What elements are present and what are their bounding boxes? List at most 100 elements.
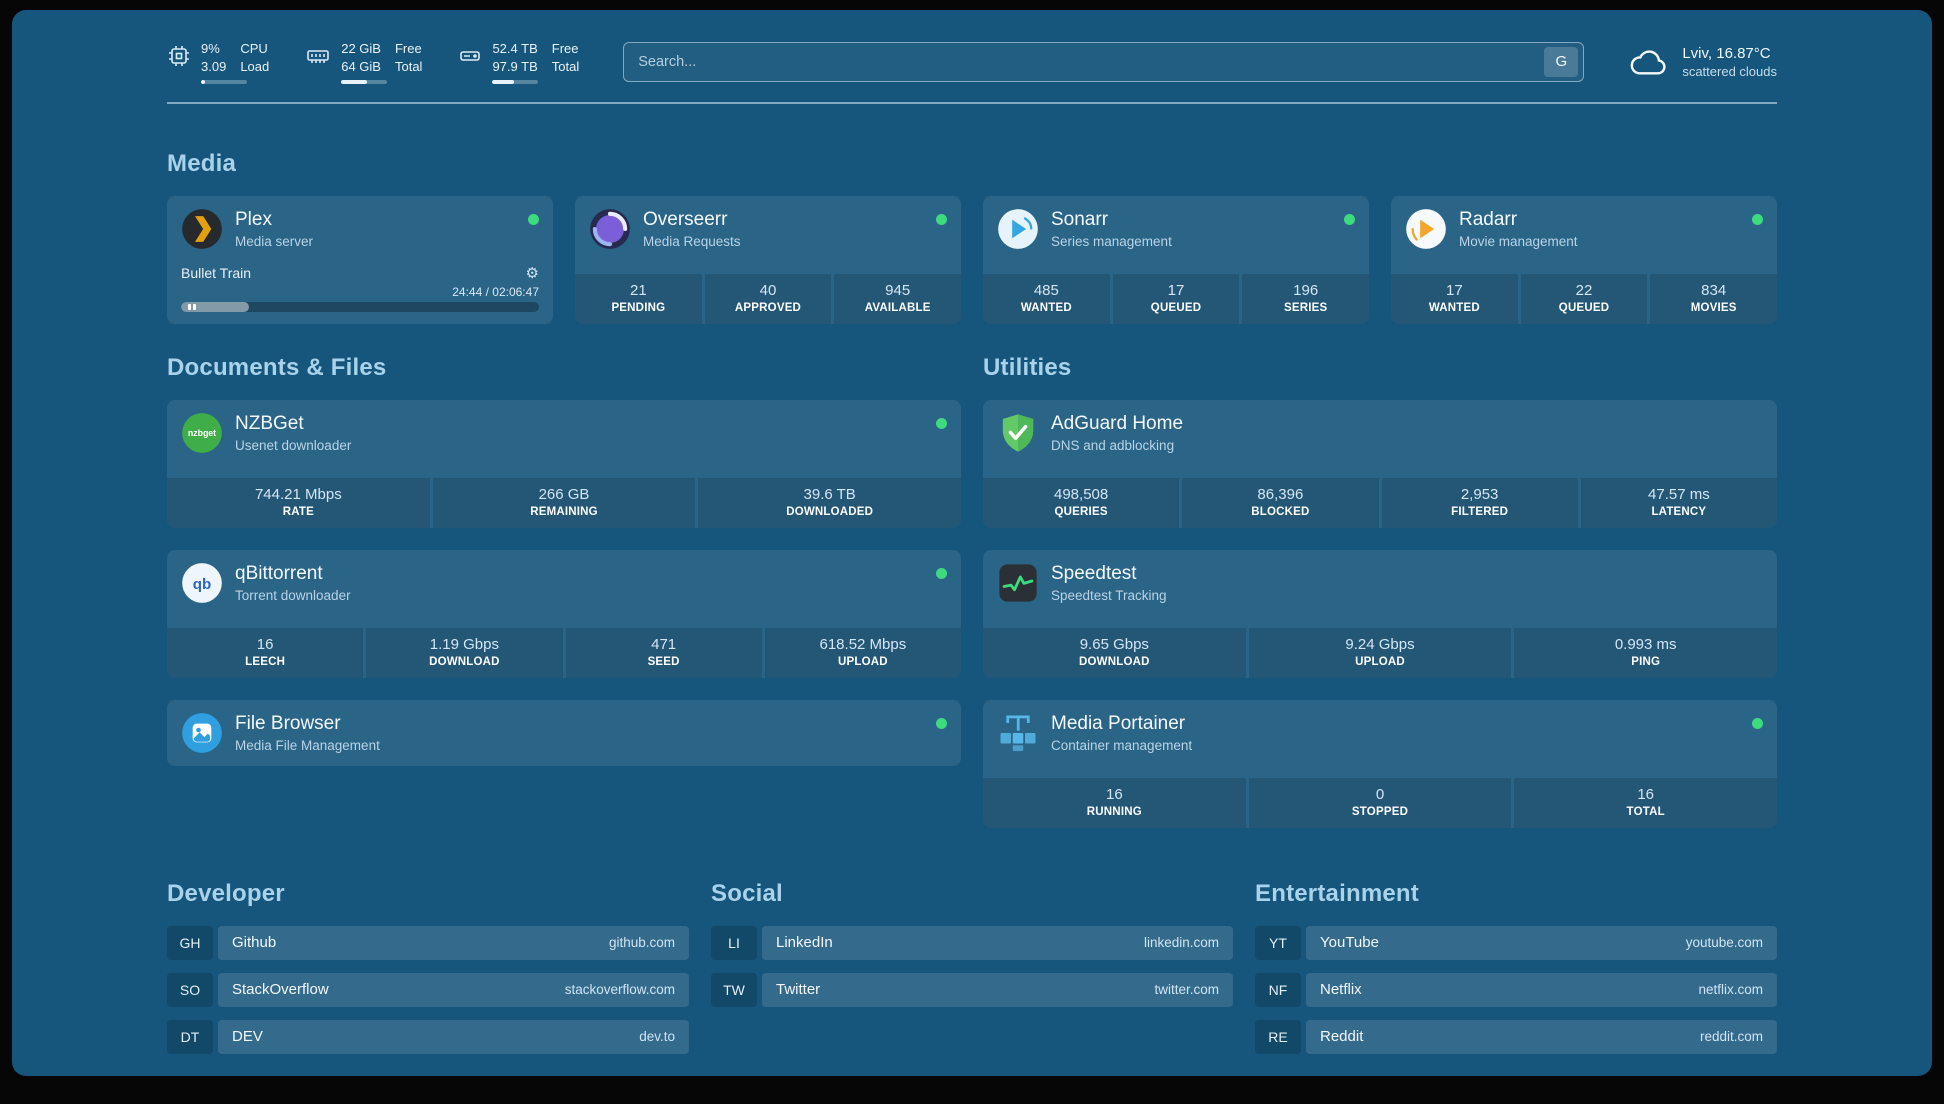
stat-rate: 744.21 Mbps RATE (167, 477, 430, 528)
pause-icon[interactable] (188, 303, 196, 311)
service-card-portainer[interactable]: Media Portainer Container management 16 RUN… (983, 699, 1777, 828)
playback-time: 24:44 / 02:06:47 (452, 284, 539, 299)
service-card-speedtest[interactable]: Speedtest Speedtest Tracking 9.65 Gbps DOWN… (983, 549, 1777, 678)
bookmark-youtube[interactable]: YT YouTube youtube.com (1255, 925, 1777, 960)
overseerr-icon (589, 208, 631, 250)
service-card-sonarr[interactable]: Sonarr Series management 485 WANTED 17 QUEUED… (983, 195, 1369, 324)
bookmark-dev[interactable]: DT DEV dev.to (167, 1019, 689, 1054)
stat-label: UPLOAD (837, 655, 888, 668)
weather-widget[interactable]: Lviv, 16.87°C scattered clouds (1628, 45, 1777, 79)
stat-wanted: 485 WANTED (983, 273, 1110, 324)
service-stats: 21 PENDING 40 APPROVED 945 AVAILABLE (575, 273, 961, 324)
bookmark-abbr: GH (167, 925, 213, 960)
bookmark-linkedin[interactable]: LI LinkedIn linkedin.com (711, 925, 1233, 960)
stat-leech: 16 LEECH (167, 627, 364, 678)
bookmark-name: Github (232, 934, 277, 952)
stat-label: WANTED (1428, 301, 1480, 314)
bookmark-reddit[interactable]: RE Reddit reddit.com (1255, 1019, 1777, 1054)
stat-value: 21 (629, 281, 647, 299)
stat-label: SEED (647, 655, 680, 668)
stat-label: PENDING (611, 301, 666, 314)
stat-label: AVAILABLE (864, 301, 931, 314)
playback-progress-bar[interactable] (181, 301, 539, 312)
service-name: qBittorrent (235, 562, 323, 584)
memory-labels: Free Total (394, 41, 423, 75)
now-playing-title: Bullet Train (181, 264, 252, 281)
service-name: Radarr (1459, 208, 1518, 230)
section-title-social: Social (711, 879, 783, 907)
stat-queued: 17 QUEUED (1112, 273, 1240, 324)
stat-value: 744.21 Mbps (254, 485, 342, 503)
stat-value: 39.6 TB (803, 485, 856, 503)
service-name: Sonarr (1051, 208, 1109, 230)
adguard-icon (997, 412, 1039, 454)
weather-condition: scattered clouds (1682, 63, 1777, 79)
section-title-developer: Developer (167, 879, 285, 907)
section-title-documents: Documents & Files (167, 353, 387, 381)
service-desc: DNS and adblocking (1051, 437, 1175, 453)
status-dot (936, 213, 947, 225)
stat-value: 40 (759, 281, 777, 299)
utilities-cards: AdGuard Home DNS and adblocking 498,508 QUE… (983, 399, 1777, 828)
stat-value: 2,953 (1460, 485, 1499, 503)
bookmark-url: reddit.com (1699, 1029, 1763, 1045)
bookmark-abbr: LI (711, 925, 757, 960)
stat-pending: 21 PENDING (575, 273, 702, 324)
stat-label: QUERIES (1054, 505, 1108, 518)
stat-label: TOTAL (1626, 805, 1665, 818)
service-card-radarr[interactable]: Radarr Movie management 17 WANTED 22 QUEUED 83… (1391, 195, 1777, 324)
service-desc: Movie management (1459, 233, 1578, 249)
stat-value: 9.65 Gbps (1079, 635, 1149, 653)
service-name: Plex (235, 208, 272, 230)
bookmark-github[interactable]: GH Github github.com (167, 925, 689, 960)
stat-upload: 9.24 Gbps UPLOAD (1248, 627, 1512, 678)
cloud-icon (1628, 46, 1670, 78)
stat-label: QUEUED (1150, 301, 1202, 314)
qbittorrent-icon: qb (181, 562, 223, 604)
ram-icon (305, 44, 331, 68)
media-section: Media Plex Media server Bullet Train ⚙ 24:44… (167, 150, 1777, 324)
bookmark-url: stackoverflow.com (564, 982, 675, 998)
bookmark-stackoverflow[interactable]: SO StackOverflow stackoverflow.com (167, 972, 689, 1007)
service-name: Overseerr (643, 208, 728, 230)
service-card-filebrowser[interactable]: File Browser Media File Management (167, 699, 961, 766)
bookmark-list: GH Github github.com SO StackOverflow stackov… (167, 925, 689, 1054)
search-bar[interactable]: G (623, 41, 1585, 82)
stat-value: 471 (651, 635, 677, 653)
bookmark-url: youtube.com (1685, 935, 1763, 951)
service-card-qbittorrent[interactable]: qb qBittorrent Torrent downloader 16 LEECH 1.… (167, 549, 961, 678)
stat-label: APPROVED (734, 301, 802, 314)
bookmark-name: Netflix (1320, 981, 1362, 999)
service-stats: 498,508 QUERIES 86,396 BLOCKED 2,953 FILTERED… (983, 477, 1777, 528)
memory-widget: 22 GiB 64 GiB Free Total (305, 40, 422, 84)
service-card-adguard[interactable]: AdGuard Home DNS and adblocking 498,508 QUE… (983, 399, 1777, 528)
topbar: 9% 3.09 CPU Load (167, 40, 1777, 84)
sonarr-icon (997, 208, 1039, 250)
service-desc: Series management (1051, 233, 1172, 249)
search-input[interactable] (638, 53, 1545, 70)
stat-value: 16 (256, 635, 274, 653)
bookmark-twitter[interactable]: TW Twitter twitter.com (711, 972, 1233, 1007)
disk-values: 52.4 TB 97.9 TB (492, 41, 538, 75)
gear-icon[interactable]: ⚙ (525, 264, 539, 282)
stat-value: 0.993 ms (1614, 635, 1677, 653)
bookmark-abbr: DT (167, 1019, 213, 1054)
cpu-progress-bar (201, 80, 247, 84)
bookmark-url: linkedin.com (1143, 935, 1219, 951)
service-card-nzbget[interactable]: nzbget NZBGet Usenet downloader 744.21 Mbps… (167, 399, 961, 528)
stat-downloaded: 39.6 TB DOWNLOADED (698, 477, 961, 528)
stat-stopped: 0 STOPPED (1248, 777, 1512, 828)
bookmark-netflix[interactable]: NF Netflix netflix.com (1255, 972, 1777, 1007)
bookmark-url: twitter.com (1154, 982, 1219, 998)
stat-value: 498,508 (1054, 485, 1109, 503)
bookmark-name: StackOverflow (232, 981, 329, 999)
cpu-icon (167, 44, 191, 68)
bookmark-abbr: NF (1255, 972, 1301, 1007)
search-provider-button[interactable]: G (1544, 46, 1579, 77)
service-card-plex[interactable]: Plex Media server Bullet Train ⚙ 24:44 / 02:… (167, 195, 553, 324)
service-card-overseerr[interactable]: Overseerr Media Requests 21 PENDING 40 APPROV… (575, 195, 961, 324)
bookmark-name: DEV (232, 1028, 263, 1046)
service-name: File Browser (235, 712, 341, 734)
stat-latency: 47.57 ms LATENCY (1580, 477, 1777, 528)
status-dot (936, 417, 947, 429)
